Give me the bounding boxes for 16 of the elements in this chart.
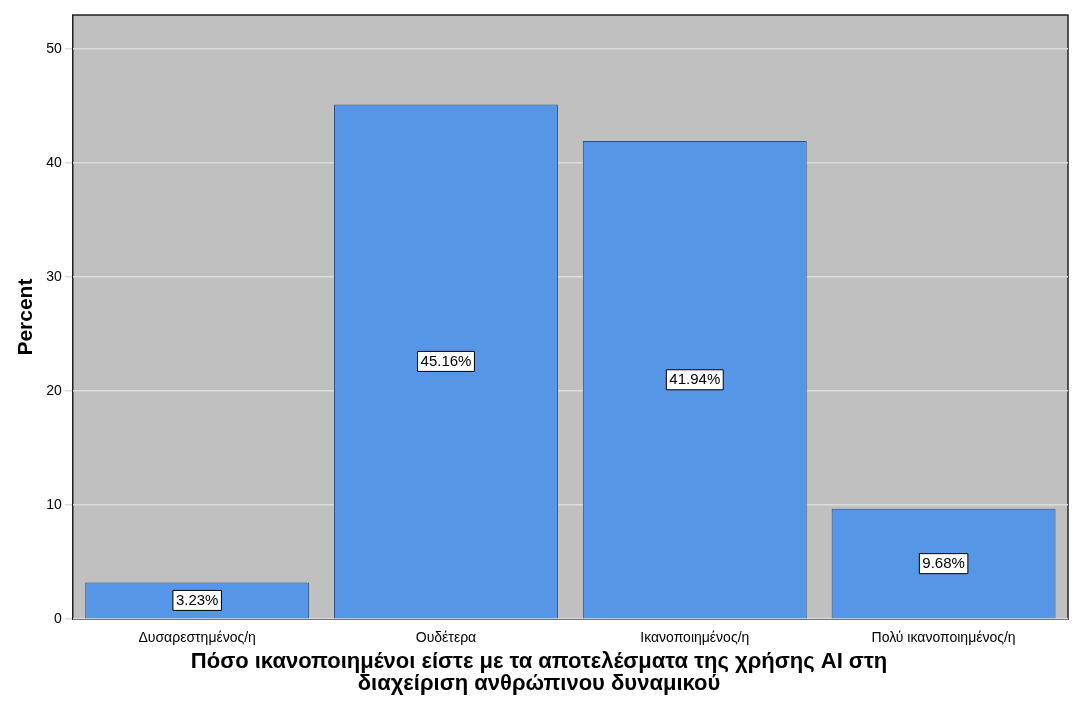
- y-tick-label: 30: [46, 268, 62, 285]
- y-tick-label: 40: [46, 154, 62, 171]
- x-tick-label: Πολύ ικανοποιημένος/η: [871, 629, 1016, 646]
- y-axis-title: Percent: [13, 278, 37, 356]
- x-tick-label: Ικανοποιημένος/η: [640, 629, 750, 646]
- data-label: 45.16%: [420, 351, 472, 369]
- x-axis-title: Πόσο ικανοποιημένοι είστε με τα αποτελέσματα της χρήσης AI στη διαχείριση ανθρώπινου δυναμικού: [189, 648, 889, 695]
- y-tick-label: 10: [46, 496, 62, 513]
- data-label: 3.23%: [175, 590, 219, 608]
- data-label: 41.94%: [669, 369, 721, 387]
- data-label: 9.68%: [922, 553, 965, 571]
- y-tick-label: 20: [46, 382, 62, 399]
- x-tick-label: Ουδέτερα: [415, 629, 477, 646]
- y-tick-label: 50: [46, 40, 62, 57]
- x-tick-label: Δυσαρεστημένος/η: [138, 629, 256, 646]
- y-tick-label: 0: [53, 610, 62, 627]
